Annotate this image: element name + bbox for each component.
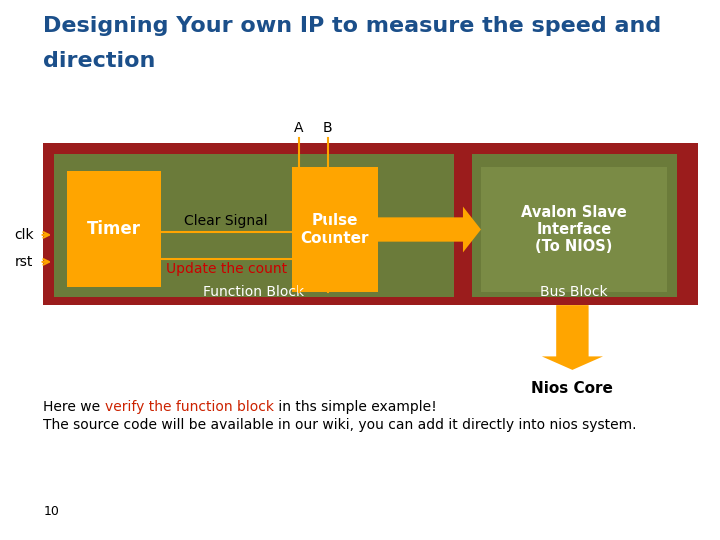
Text: 10: 10 [43,505,59,518]
Text: verify the function block: verify the function block [104,400,274,414]
Text: rst: rst [14,255,33,269]
Text: Designing Your own IP to measure the speed and: Designing Your own IP to measure the spe… [43,16,662,36]
Polygon shape [378,206,481,252]
Text: The source code will be available in our wiki, you can add it directly into nios: The source code will be available in our… [43,418,636,433]
Text: in ths simple example!: in ths simple example! [274,400,436,414]
FancyBboxPatch shape [43,143,698,305]
Text: Update the count: Update the count [166,262,287,276]
Text: direction: direction [43,51,156,71]
FancyBboxPatch shape [292,167,378,292]
Text: B: B [323,121,333,135]
Text: Bus Block: Bus Block [541,285,608,299]
Text: clk: clk [14,228,34,242]
Polygon shape [542,305,603,370]
FancyBboxPatch shape [54,154,454,297]
Text: A: A [294,121,304,135]
Text: Avalon Slave
Interface
(To NIOS): Avalon Slave Interface (To NIOS) [521,205,626,254]
Text: Timer: Timer [87,220,141,238]
Text: Function Block: Function Block [203,285,305,299]
FancyBboxPatch shape [67,171,161,287]
Text: Pulse
Counter: Pulse Counter [300,213,369,246]
Text: Clear Signal: Clear Signal [184,214,268,228]
FancyBboxPatch shape [472,154,677,297]
Text: Nios Core: Nios Core [531,381,613,396]
FancyBboxPatch shape [481,167,667,292]
Text: Here we: Here we [43,400,104,414]
